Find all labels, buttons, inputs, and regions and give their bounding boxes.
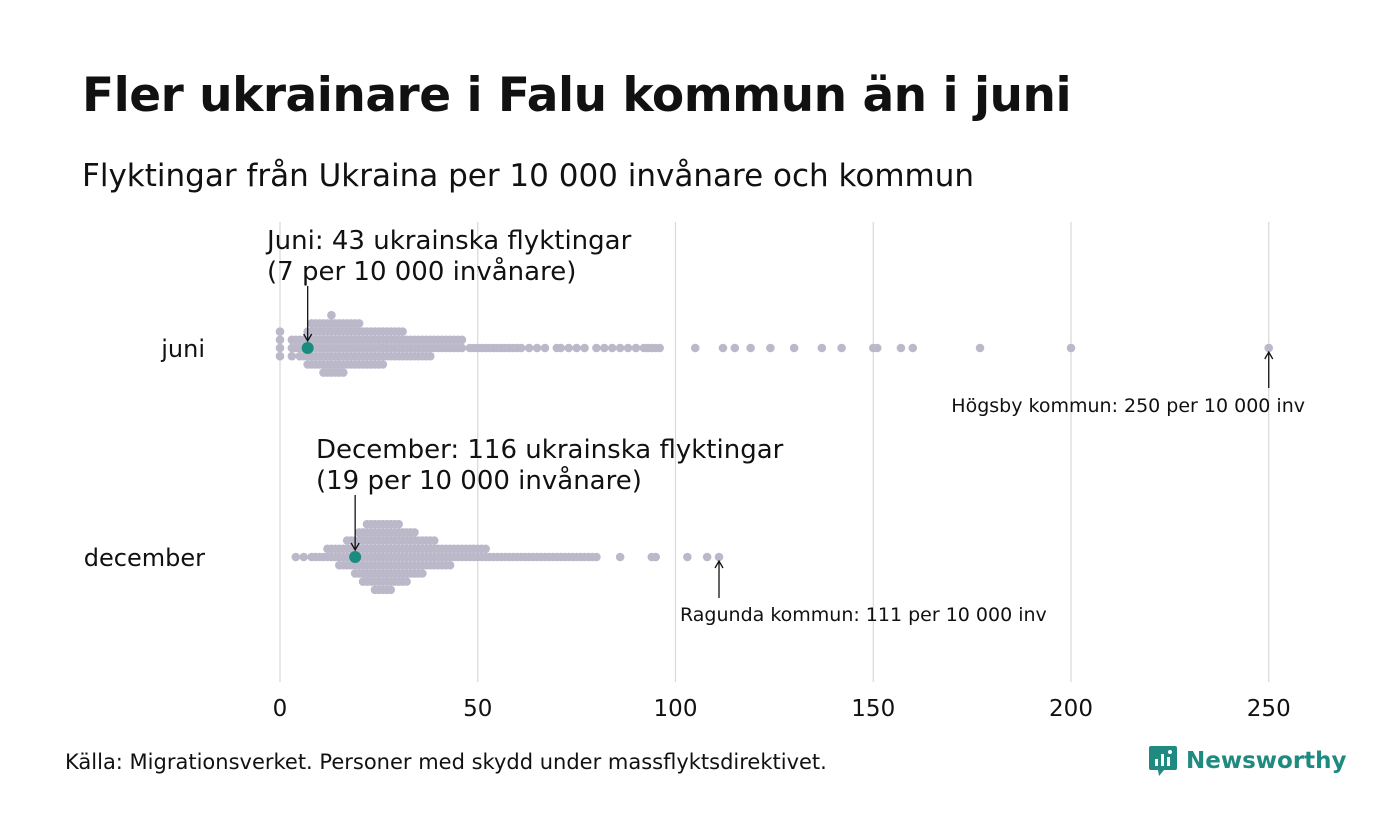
- data-point: [746, 343, 755, 353]
- points-layer: [275, 310, 1274, 595]
- annotation-juni-line2: (7 per 10 000 invånare): [267, 256, 576, 287]
- data-point: [532, 343, 542, 353]
- data-point: [287, 351, 297, 361]
- data-point: [410, 528, 419, 537]
- grid-layer: [279, 222, 1270, 682]
- data-point: [702, 552, 712, 562]
- data-point: [1264, 343, 1274, 353]
- data-point: [631, 343, 641, 353]
- source-note: Källa: Migrationsverket. Personer med sk…: [65, 750, 827, 774]
- annotations-layer: Juni: 43 ukrainska flyktingar(7 per 10 0…: [265, 226, 1305, 626]
- data-point: [327, 310, 336, 320]
- x-tick-label: 150: [851, 696, 895, 722]
- data-point: [837, 343, 846, 353]
- data-point: [766, 343, 775, 353]
- brand-name: Newsworthy: [1186, 748, 1347, 774]
- data-point: [354, 319, 364, 328]
- arrow-head: [714, 559, 724, 569]
- highlight-point-december: [349, 551, 362, 563]
- data-point: [690, 343, 700, 353]
- annotation-max-juni-arrow: [1264, 350, 1274, 388]
- annotation-max-juni-label: Högsby kommun: 250 per 10 000 inv: [951, 395, 1305, 417]
- data-point: [572, 343, 581, 353]
- data-point: [1066, 343, 1076, 353]
- data-point: [398, 327, 407, 336]
- annotation-max-december-label: Ragunda kommun: 111 per 10 000 inv: [680, 604, 1047, 626]
- data-point: [600, 343, 609, 353]
- chart-subtitle: Flyktingar från Ukraina per 10 000 invån…: [82, 158, 975, 194]
- data-point: [418, 569, 427, 578]
- annotation-december-arrow: [350, 495, 360, 552]
- highlight-point-juni: [301, 342, 314, 354]
- data-point: [872, 343, 882, 353]
- row-label-december: december: [84, 544, 205, 572]
- row-labels: juni december: [84, 335, 205, 572]
- data-point: [615, 343, 625, 353]
- chart-title: Fler ukrainare i Falu kommun än i juni: [82, 68, 1072, 123]
- data-point: [896, 343, 906, 353]
- data-point: [817, 343, 827, 353]
- data-point: [623, 343, 633, 353]
- data-point: [615, 552, 625, 562]
- data-point: [457, 343, 467, 353]
- data-point: [299, 552, 309, 562]
- data-point: [556, 343, 566, 353]
- x-tick-label: 200: [1049, 696, 1093, 722]
- annotation-december-line1: December: 116 ukrainska flyktingar: [316, 435, 784, 465]
- data-point: [275, 343, 285, 353]
- data-point: [592, 343, 601, 353]
- annotation-max-december-arrow: [714, 559, 724, 598]
- data-point: [655, 343, 664, 353]
- annotation-juni-line1: Juni: 43 ukrainska flyktingar: [265, 226, 632, 256]
- data-point: [524, 343, 534, 353]
- data-point: [291, 552, 301, 562]
- annotation-december-line2: (19 per 10 000 invånare): [316, 465, 642, 496]
- row-label-juni: juni: [160, 335, 205, 363]
- beeswarm-chart: 0 50 100 150 200 250 juni december Juni: 43 uk…: [84, 222, 1305, 722]
- data-point: [394, 519, 403, 529]
- data-point: [683, 552, 692, 562]
- data-point: [592, 552, 601, 562]
- data-point: [338, 368, 348, 377]
- data-point: [275, 335, 285, 345]
- brand-logo: Newsworthy: [1148, 744, 1347, 778]
- newsworthy-logo-icon: [1149, 746, 1177, 776]
- data-point: [386, 585, 396, 595]
- data-point: [540, 343, 550, 353]
- x-tick-label: 100: [654, 696, 698, 722]
- data-point: [445, 560, 455, 570]
- x-axis: 0 50 100 150 200 250: [273, 696, 1291, 722]
- data-point: [564, 343, 574, 353]
- data-point: [275, 351, 285, 361]
- arrow-head: [303, 333, 313, 343]
- data-point: [516, 343, 526, 353]
- data-point: [402, 577, 411, 586]
- x-tick-label: 50: [463, 696, 492, 722]
- data-point: [651, 552, 661, 562]
- data-point: [481, 544, 490, 554]
- data-point: [714, 552, 724, 562]
- data-point: [730, 343, 740, 353]
- arrow-head: [1264, 350, 1274, 360]
- annotation-juni-arrow: [303, 286, 313, 343]
- data-point: [425, 351, 435, 361]
- data-point: [378, 360, 388, 369]
- x-tick-label: 250: [1247, 696, 1291, 722]
- data-point: [908, 343, 918, 353]
- data-point: [789, 343, 799, 353]
- data-point: [580, 343, 589, 353]
- arrow-head: [350, 542, 360, 552]
- data-point: [718, 343, 728, 353]
- data-point: [275, 327, 285, 336]
- x-tick-label: 0: [273, 696, 288, 722]
- data-point: [457, 335, 467, 345]
- data-point: [975, 343, 985, 353]
- data-point: [607, 343, 617, 353]
- data-point: [429, 536, 439, 545]
